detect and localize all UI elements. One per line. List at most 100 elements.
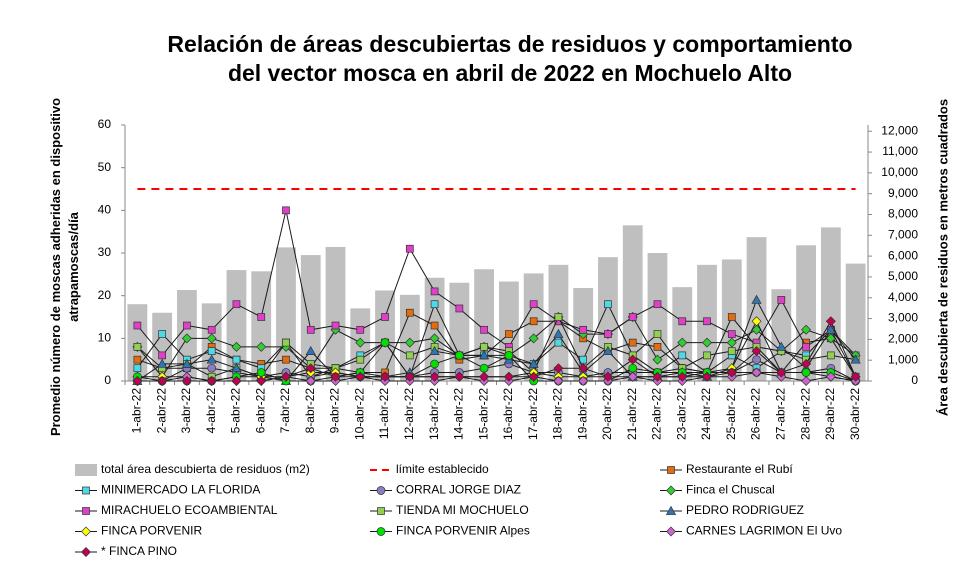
marker	[132, 376, 143, 386]
x-tick-label: 13-abr-22	[427, 388, 441, 440]
marker	[652, 371, 663, 382]
legend-label: límite establecido	[396, 462, 489, 476]
marker	[231, 362, 242, 373]
marker	[553, 363, 564, 374]
legend-item: CARNES LAGRIMON El Uvo	[660, 524, 842, 538]
y2-tick-label: 1,000	[888, 352, 918, 366]
marker	[231, 341, 242, 352]
legend-item: límite establecido	[370, 462, 489, 476]
marker	[355, 371, 366, 382]
marker	[181, 376, 192, 386]
marker	[455, 304, 464, 313]
legend-item: * FINCA PINO	[75, 544, 177, 558]
legend-item: CORRAL JORGE DIAZ	[370, 483, 521, 497]
marker	[232, 355, 241, 364]
x-tick-label: 4-abr-22	[204, 388, 218, 434]
marker	[653, 300, 662, 309]
marker	[801, 324, 812, 335]
marker	[381, 313, 389, 321]
marker	[553, 328, 564, 338]
marker	[404, 371, 415, 382]
legend-label: CARNES LAGRIMON El Uvo	[686, 524, 842, 538]
marker	[380, 371, 391, 382]
marker	[479, 363, 489, 373]
x-tick-label: 26-abr-22	[749, 388, 763, 440]
x-tick-label: 28-abr-22	[798, 388, 812, 440]
marker	[528, 358, 539, 368]
y2-tick-label: 7,000	[888, 227, 918, 241]
x-tick-label: 3-abr-22	[179, 388, 193, 434]
marker	[377, 507, 385, 515]
marker	[850, 354, 861, 364]
marker	[665, 505, 677, 515]
marker	[553, 376, 564, 386]
marker	[826, 351, 835, 360]
marker	[529, 317, 538, 326]
marker	[752, 355, 761, 365]
marker	[356, 325, 365, 334]
marker	[825, 316, 836, 327]
bar	[796, 245, 816, 381]
legend-label: Restaurante el Rubí	[686, 462, 793, 476]
marker	[231, 376, 242, 386]
marker	[529, 300, 538, 309]
bar	[300, 255, 321, 381]
marker	[479, 371, 490, 382]
series-line	[137, 298, 857, 382]
x-tick-label: 2-abr-22	[154, 388, 168, 434]
x-tick-label: 16-abr-22	[501, 388, 515, 440]
marker	[81, 526, 91, 537]
marker	[376, 486, 386, 495]
marker	[305, 363, 316, 374]
bar	[251, 271, 272, 381]
legend-swatch	[75, 464, 97, 476]
y-tick-label: 0	[104, 373, 111, 387]
marker	[726, 367, 737, 378]
marker	[376, 527, 386, 536]
x-tick-label: 20-abr-22	[600, 388, 614, 440]
marker	[256, 368, 266, 377]
marker	[727, 347, 736, 355]
y-tick-label: 50	[98, 160, 112, 174]
marker	[677, 337, 688, 348]
marker	[207, 325, 216, 334]
legend-item: FINCA PORVENIR Alpes	[370, 524, 530, 538]
y2-tick-label: 10,000	[881, 165, 918, 179]
y2-tick-label: 9,000	[888, 186, 918, 200]
x-tick-label: 27-abr-22	[773, 388, 787, 440]
marker	[604, 300, 612, 309]
marker	[404, 337, 415, 348]
marker	[505, 330, 513, 338]
marker	[726, 337, 737, 348]
marker	[305, 376, 316, 386]
marker	[802, 343, 810, 351]
legend-item: MINIMERCADO LA FLORIDA	[75, 483, 260, 497]
marker	[256, 341, 267, 352]
marker	[628, 313, 637, 321]
x-tick-label: 9-abr-22	[328, 388, 342, 434]
marker	[256, 376, 267, 386]
marker	[454, 371, 465, 382]
marker	[206, 333, 217, 344]
x-tick-label: 14-abr-22	[452, 388, 466, 440]
marker	[82, 486, 90, 495]
bar	[647, 253, 668, 381]
marker	[727, 313, 736, 321]
legend-item: total área descubierta de residuos (m2)	[75, 462, 310, 476]
marker	[405, 351, 414, 360]
marker	[183, 321, 191, 330]
bar	[523, 273, 544, 381]
marker	[579, 325, 588, 334]
marker	[206, 354, 217, 364]
bar	[474, 269, 495, 381]
marker	[282, 338, 290, 347]
marker	[405, 308, 414, 317]
x-tick-label: 24-abr-22	[699, 388, 713, 440]
marker	[667, 466, 675, 474]
legend-label: * FINCA PINO	[101, 544, 177, 558]
x-tick-label: 12-abr-22	[402, 388, 416, 440]
marker	[578, 376, 589, 386]
legend-item: Finca el Chuscal	[660, 483, 775, 497]
legend-item: FINCA PORVENIR	[75, 524, 202, 538]
